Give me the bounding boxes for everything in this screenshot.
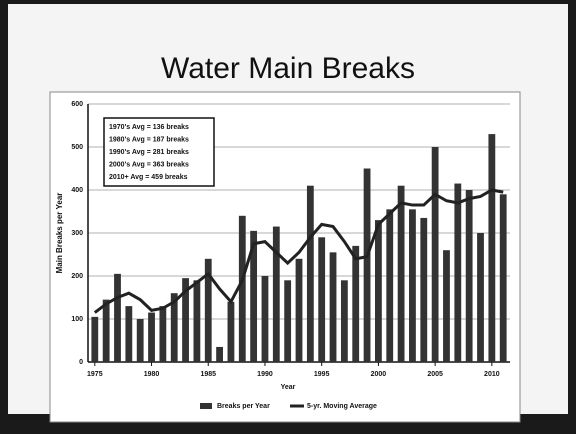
- bar: [329, 252, 337, 362]
- bar: [443, 250, 450, 362]
- y-tick-label: 300: [71, 230, 83, 237]
- bar: [295, 258, 303, 362]
- y-tick-label: 100: [71, 316, 83, 323]
- bar: [193, 280, 201, 362]
- bar: [454, 183, 462, 362]
- bar: [91, 316, 99, 362]
- bar: [272, 226, 280, 362]
- y-tick-label: 500: [71, 144, 83, 151]
- bar: [204, 258, 212, 362]
- x-tick-label: 2005: [427, 371, 443, 378]
- annotation: 1990's Avg = 281 breaks: [109, 149, 189, 156]
- x-axis-label: Year: [281, 384, 296, 391]
- bar: [114, 273, 121, 362]
- annotation: 1980's Avg = 187 breaks: [109, 136, 189, 143]
- bar: [238, 215, 246, 362]
- bar: [499, 194, 507, 362]
- moving-average-line: [93, 188, 504, 314]
- bar: [306, 185, 314, 362]
- bar: [318, 237, 326, 362]
- x-tick-label: 1995: [314, 371, 330, 378]
- bar: [182, 278, 189, 362]
- x-tick-label: 2010: [484, 371, 500, 378]
- annotation: 1970's Avg = 136 breaks: [109, 124, 189, 131]
- bar: [227, 301, 235, 362]
- bar: [386, 209, 394, 362]
- bar: [375, 220, 382, 362]
- bar: [409, 209, 416, 362]
- bar: [352, 245, 360, 362]
- bar: [216, 346, 223, 362]
- legend-label: 5-yr. Moving Average: [307, 403, 377, 410]
- x-tick-label: 1980: [144, 371, 160, 378]
- x-tick-label: 1990: [257, 371, 273, 378]
- y-tick-label: 400: [71, 187, 83, 194]
- annotation-box: [103, 117, 215, 187]
- y-tick-label: 600: [71, 101, 83, 108]
- bar: [488, 134, 496, 362]
- bar: [284, 280, 292, 362]
- bar: [465, 190, 473, 362]
- bar: [148, 312, 155, 362]
- bar: [397, 185, 405, 362]
- bar: [102, 299, 110, 362]
- bar: [170, 293, 178, 362]
- x-tick-label: 2000: [371, 371, 387, 378]
- y-tick-label: 0: [79, 359, 83, 366]
- legend-swatch: [200, 403, 212, 409]
- y-axis-label: Main Breaks per Year: [55, 193, 64, 274]
- bar: [431, 147, 439, 362]
- bar: [250, 230, 258, 362]
- chart-title: Water Main Breaks: [161, 52, 415, 85]
- annotation: 2000's Avg = 363 breaks: [109, 161, 189, 168]
- bar: [420, 217, 428, 362]
- bar: [363, 168, 371, 362]
- bar: [477, 233, 484, 362]
- y-tick-label: 200: [71, 273, 83, 280]
- annotation: 2010+ Avg = 459 breaks: [109, 174, 188, 181]
- x-tick-label: 1985: [200, 371, 216, 378]
- bar: [340, 280, 348, 362]
- bar: [136, 319, 144, 362]
- bar: [159, 306, 167, 362]
- legend-label: Breaks per Year: [217, 403, 270, 410]
- bar: [125, 306, 133, 362]
- x-tick-label: 1975: [87, 371, 103, 378]
- bar: [261, 276, 269, 362]
